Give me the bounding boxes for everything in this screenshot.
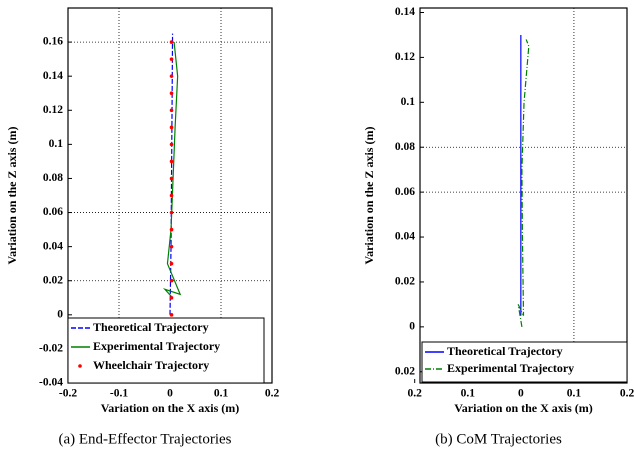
- y-tick-label: 0: [57, 308, 63, 320]
- data-point: [169, 91, 174, 96]
- data-point: [169, 142, 174, 147]
- x-tick-label: -0.2: [59, 388, 77, 400]
- data-point: [169, 261, 174, 266]
- y-tick-label: 0.14: [395, 6, 415, 18]
- x-axis-label: Variation on the X axis (m): [101, 401, 240, 415]
- data-point: [169, 108, 174, 113]
- data-point: [169, 313, 174, 317]
- y-tick-label: -0.04: [39, 377, 63, 389]
- caption: (b) CoM Trajectories: [435, 431, 562, 447]
- x-tick-label: 0.1: [461, 388, 476, 400]
- data-point: [169, 40, 174, 44]
- x-tick-label: 0.2: [408, 388, 423, 400]
- y-tick-label: 0.06: [395, 186, 415, 198]
- y-tick-label: 0.04: [43, 240, 63, 252]
- plot-frame: [419, 7, 628, 384]
- x-tick-label: 0.2: [265, 388, 280, 400]
- legend-marker: [78, 364, 82, 368]
- y-tick-label: 0.1: [49, 138, 64, 150]
- legend-box: [421, 341, 628, 383]
- y-tick-label: 0.12: [395, 51, 415, 63]
- data-point: [169, 193, 174, 198]
- y-tick-label: 0.1: [401, 96, 416, 108]
- x-tick-label: -0.1: [110, 388, 128, 400]
- legend-label: Theoretical Trajectory: [447, 344, 563, 358]
- data-point: [169, 295, 174, 300]
- data-point: [169, 176, 174, 181]
- data-point: [169, 278, 174, 283]
- y-tick-label: 0: [409, 321, 415, 333]
- y-tick-label: 0.14: [43, 70, 63, 82]
- y-axis-label: Variation on the Z axis (m): [362, 127, 376, 265]
- data-point: [169, 57, 174, 61]
- data-point: [169, 159, 174, 164]
- legend-label: Experimental Trajectory: [93, 339, 220, 353]
- x-tick-label: 0: [518, 388, 524, 400]
- legend-box: [67, 317, 265, 384]
- data-point: [169, 227, 174, 232]
- data-point: [169, 74, 174, 78]
- y-tick-label: 0.08: [395, 141, 415, 153]
- x-tick-label: 0.1: [214, 388, 229, 400]
- x-axis-label: Variation on the X axis (m): [454, 401, 593, 415]
- y-tick-label: 0.02: [395, 365, 415, 377]
- y-tick-label: 0.16: [43, 36, 63, 48]
- y-tick-label: 0.04: [395, 231, 415, 243]
- legend-label: Theoretical Trajectory: [93, 320, 209, 334]
- y-axis-label: Variation on the Z axis (m): [5, 127, 19, 265]
- data-point: [169, 210, 174, 215]
- data-point: [169, 125, 174, 130]
- y-tick-label: 0.08: [43, 172, 63, 184]
- x-tick-label: 0: [167, 388, 173, 400]
- y-tick-label: 0.02: [43, 274, 63, 286]
- x-tick-label: 0.2: [620, 388, 634, 400]
- data-line: [517, 39, 530, 327]
- legend-label: Experimental Trajectory: [447, 361, 574, 375]
- x-tick-label: 0.1: [567, 388, 582, 400]
- legend-label: Wheelchair Trajectory: [93, 358, 209, 372]
- data-point: [169, 244, 174, 249]
- y-tick-label: -0.02: [39, 343, 63, 355]
- y-tick-label: 0.12: [43, 104, 63, 116]
- y-tick-label: 0.02: [395, 276, 415, 288]
- caption: (a) End-Effector Trajectories: [59, 431, 232, 447]
- y-tick-label: 0.06: [43, 206, 63, 218]
